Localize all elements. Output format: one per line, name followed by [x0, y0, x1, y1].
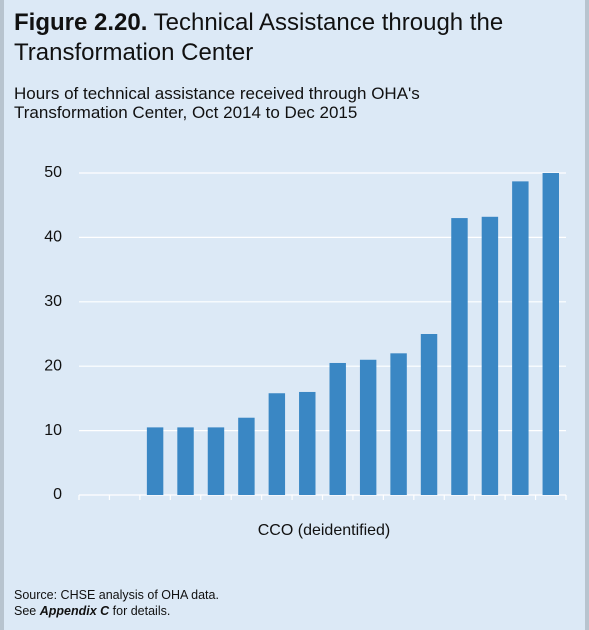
y-tick-label: 10 [44, 422, 62, 439]
y-tick-label: 20 [44, 357, 62, 374]
bar [146, 427, 164, 495]
bar [390, 353, 407, 495]
bar [451, 218, 468, 495]
bar [268, 393, 286, 495]
subtitle: Hours of technical assistance received t… [14, 84, 420, 122]
chart-title: Technical Assistance through the Transfo… [14, 9, 504, 66]
header: Figure 2.20. Technical Assistance throug… [14, 8, 574, 68]
y-tick-label: 30 [44, 293, 62, 310]
bar [512, 181, 529, 495]
y-tick-label: 40 [44, 229, 62, 246]
bar [420, 334, 438, 495]
y-tick-label: 50 [44, 164, 62, 181]
note-suffix: for details. [112, 604, 171, 618]
bar [481, 216, 499, 496]
bar [299, 391, 316, 495]
note: See Appendix C for details. [14, 603, 219, 619]
source: Source: CHSE analysis of OHA data. [14, 588, 219, 602]
note-link: Appendix C [39, 604, 110, 618]
chart: 0 10 20 30 40 50 CCO (deidentified) [44, 164, 567, 539]
bar [238, 417, 255, 495]
bar [207, 427, 225, 495]
note-prefix: See [14, 604, 37, 618]
bar [359, 359, 377, 495]
figure-label: Figure 2.20. [14, 9, 148, 36]
x-axis-label: CCO (deidentified) [258, 522, 391, 539]
bar [542, 173, 559, 495]
footer: Source: CHSE analysis of OHA data. See A… [14, 587, 219, 619]
bar [177, 427, 194, 495]
y-tick-label: 0 [53, 486, 62, 503]
bar [329, 362, 346, 495]
